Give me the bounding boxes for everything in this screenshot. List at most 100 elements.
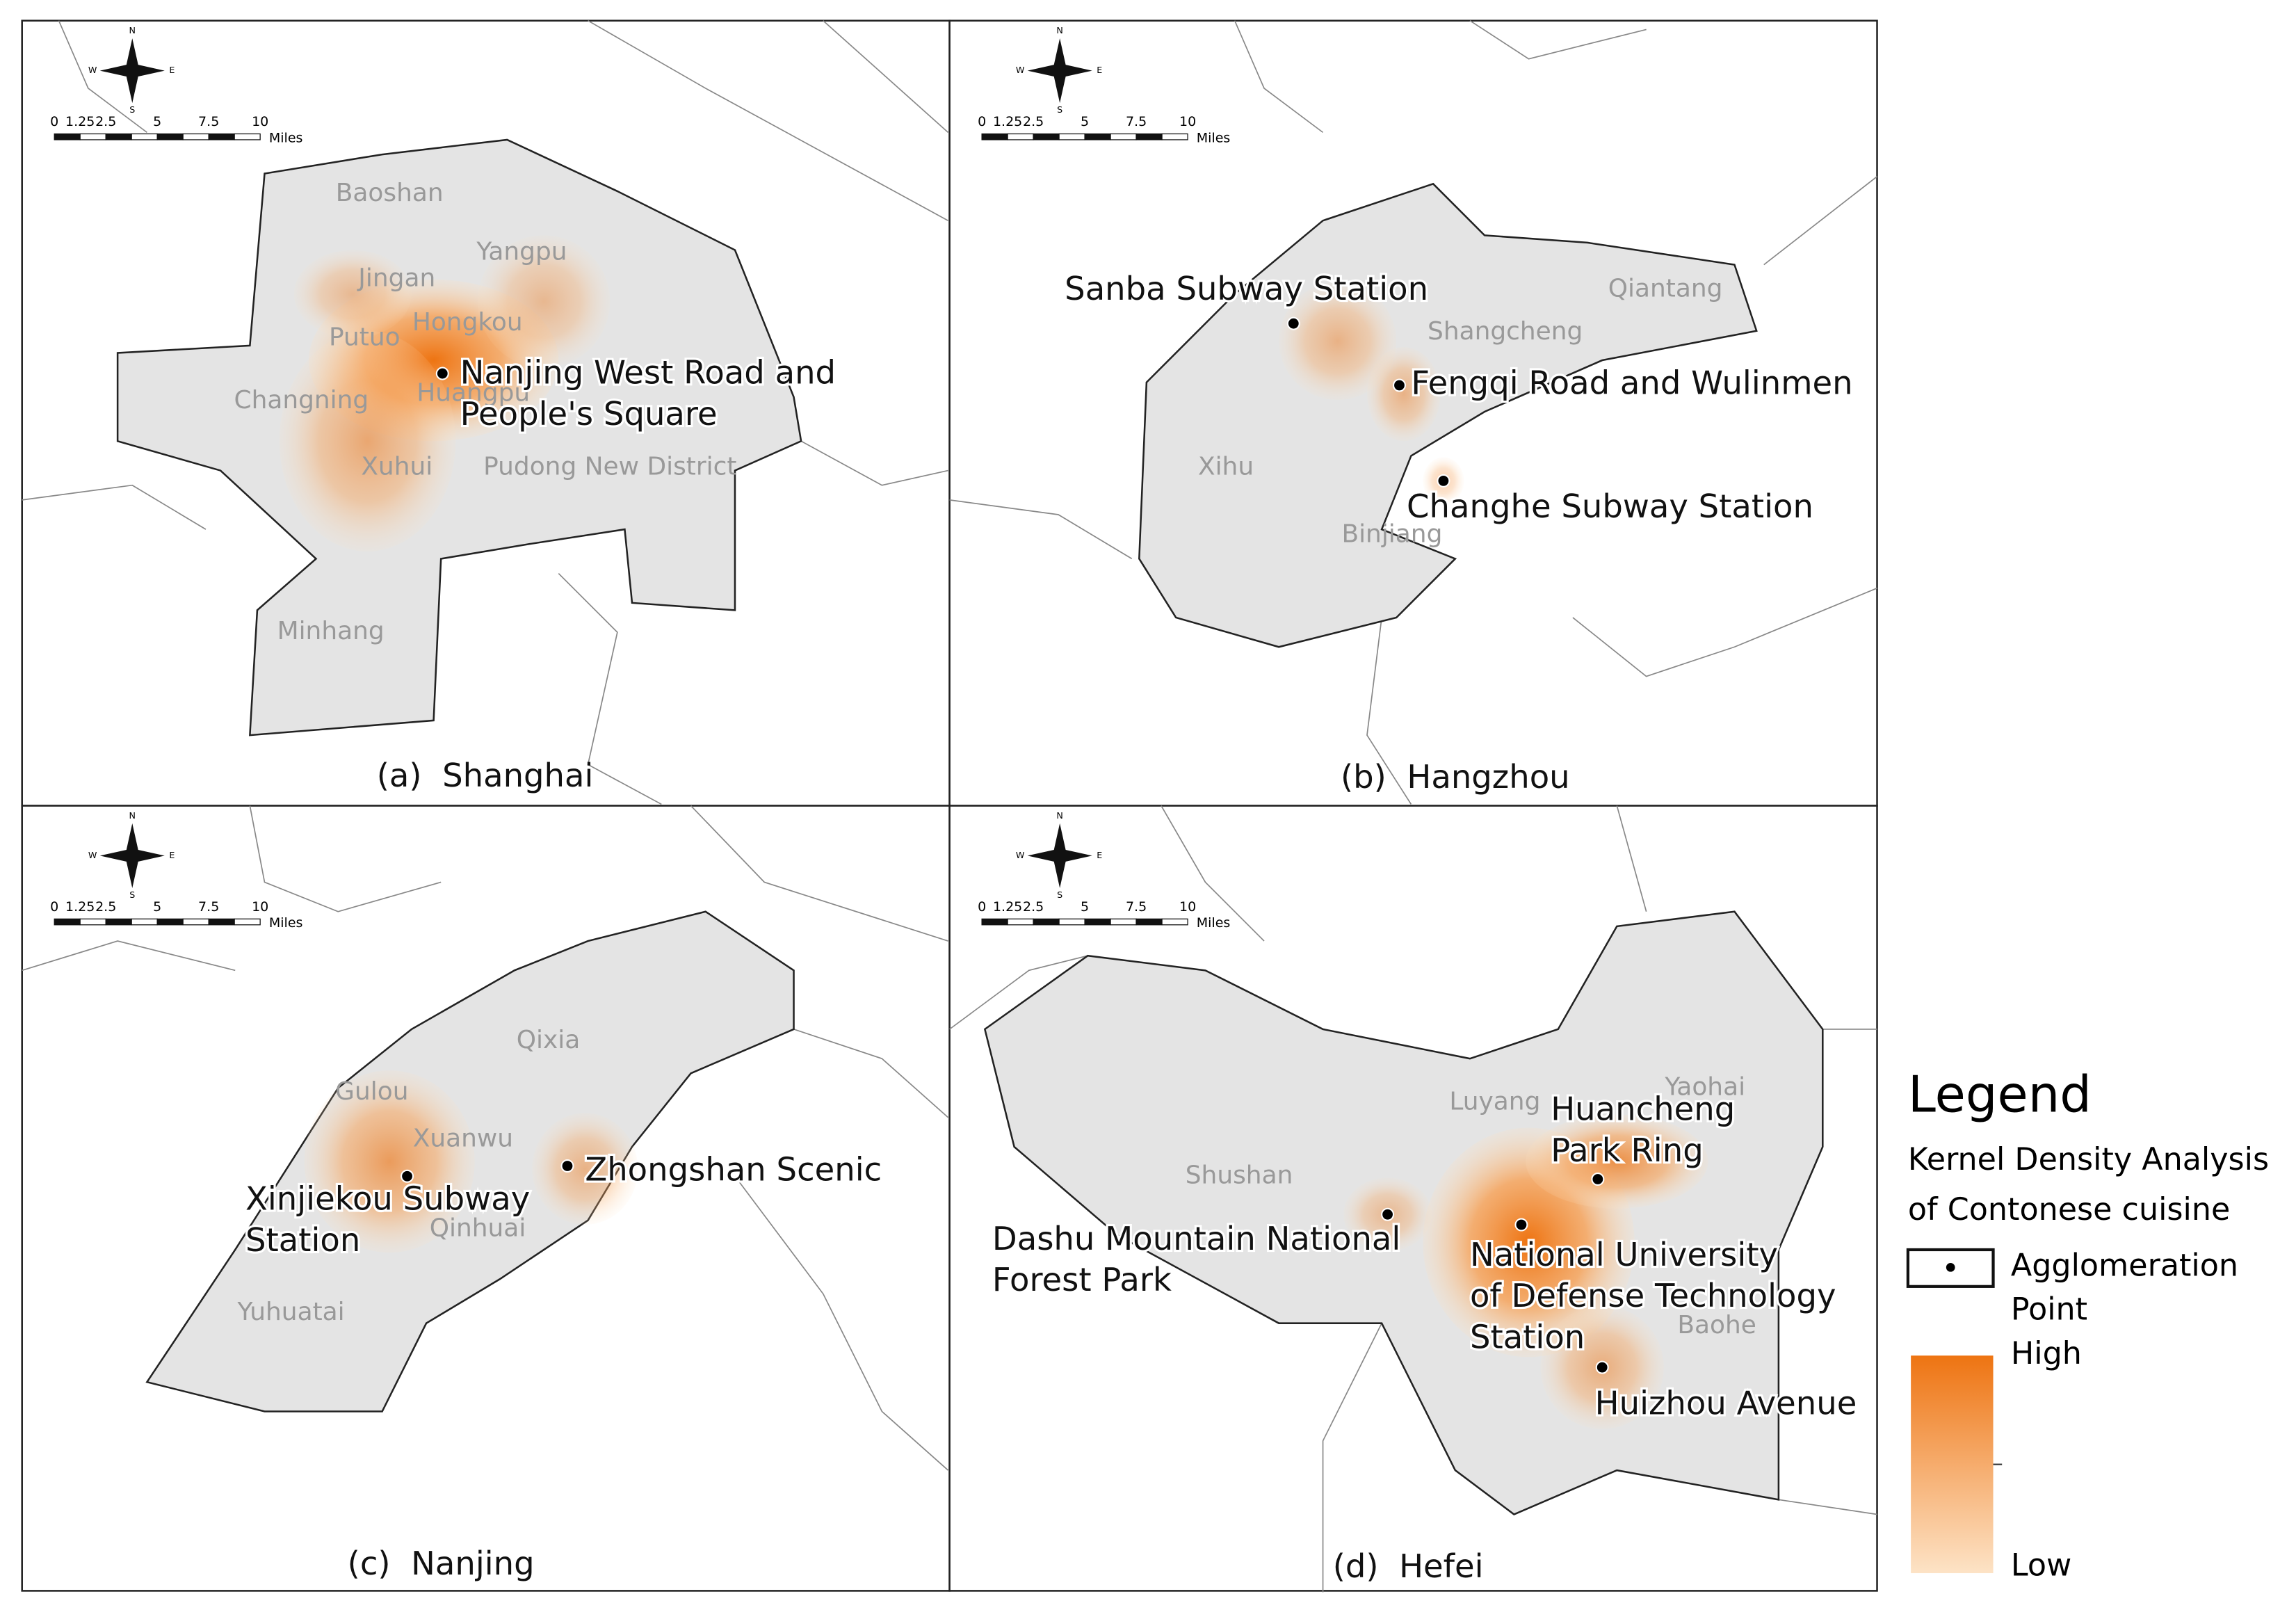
scale-label: 1.25 <box>993 114 1022 129</box>
scale-unit: Miles <box>269 915 303 931</box>
scale-bar <box>54 133 81 140</box>
scale-bar <box>1110 918 1137 926</box>
scale-label: 7.5 <box>1126 114 1147 129</box>
boundary-line <box>949 19 1878 805</box>
district-label: Yaohai <box>1664 1072 1745 1101</box>
compass-letter: E <box>1097 850 1102 860</box>
scale-unit: Miles <box>1197 130 1231 145</box>
scale-label: 1.25 <box>65 114 95 129</box>
scale-label: 10 <box>252 114 268 129</box>
point-label: of Defense Technology <box>1470 1277 1836 1314</box>
district-label: Shangcheng <box>1428 317 1583 346</box>
scale-bar <box>981 918 1008 926</box>
scale-bar <box>208 918 235 926</box>
panel-caption: (b) Hangzhou <box>1341 758 1570 796</box>
scale-bar <box>156 133 184 140</box>
district-label: Xuhui <box>361 452 432 481</box>
panel-caption: (d) Hefei <box>1333 1547 1484 1585</box>
agglomeration-point <box>1591 1172 1605 1186</box>
point-label: People's Square <box>460 395 718 433</box>
scale-label: 5 <box>1081 114 1089 129</box>
district-label: Changning <box>234 386 369 414</box>
point-label: Xinjiekou Subway <box>245 1180 530 1218</box>
district-label: Qiantang <box>1608 275 1723 303</box>
scale-bar <box>182 918 209 926</box>
boundary-line <box>22 805 949 1471</box>
panel-caption: (a) Shanghai <box>377 757 594 794</box>
legend-title: Legend <box>1908 1065 2092 1124</box>
density-area <box>304 1070 475 1253</box>
legend-point-label: Agglomeration <box>2011 1248 2238 1283</box>
scale-bar <box>1058 133 1085 140</box>
compass-rose <box>99 38 165 104</box>
agglomeration-point <box>1595 1360 1609 1374</box>
point-label: National University <box>1470 1236 1778 1273</box>
compass-letter: W <box>88 850 97 860</box>
scale-bar <box>105 133 132 140</box>
scale-label: 2.5 <box>1023 114 1044 129</box>
scale-bar <box>234 918 261 926</box>
district-label: Jingan <box>357 264 435 293</box>
compass-letter: S <box>1057 889 1062 900</box>
compass-letter: S <box>1057 104 1062 115</box>
density-area <box>532 1113 638 1225</box>
district-label: Minhang <box>277 617 385 645</box>
scale-label: 1.25 <box>65 899 95 915</box>
agglomeration-point <box>1381 1207 1395 1221</box>
scale-bar <box>54 918 81 926</box>
city-area <box>1138 182 1758 648</box>
scale-bar <box>79 918 106 926</box>
point-label: Dashu Mountain National <box>992 1220 1400 1257</box>
scale-label: 10 <box>252 899 268 915</box>
agglomeration-point <box>1514 1218 1528 1232</box>
scale-label: 0 <box>50 899 58 915</box>
density-area <box>293 250 412 339</box>
scale-bar <box>105 918 132 926</box>
district-label: Qinhuai <box>430 1214 526 1242</box>
scale-label: 2.5 <box>95 114 116 129</box>
scale-bar <box>1084 133 1111 140</box>
point-label: Fengqi Road and Wulinmen <box>1411 364 1852 401</box>
point-label: Zhongshan Scenic <box>585 1150 882 1188</box>
compass-letter: W <box>1016 65 1025 75</box>
scale-bar <box>1161 918 1188 926</box>
district-label: Shushan <box>1186 1161 1293 1189</box>
scale-bar <box>131 133 158 140</box>
scale-bar <box>234 133 261 140</box>
scale-bar <box>182 133 209 140</box>
compass-letter: S <box>129 104 135 115</box>
district-label: Hongkou <box>412 308 523 337</box>
density-area <box>279 330 456 552</box>
scale-label: 0 <box>978 114 986 129</box>
scale-label: 0 <box>978 899 986 915</box>
density-area <box>478 235 611 368</box>
compass-rose <box>99 823 165 888</box>
agglomeration-point <box>401 1169 414 1183</box>
legend-gradient <box>1911 1355 1994 1574</box>
district-label: Binjiang <box>1341 520 1442 549</box>
compass-letter: S <box>129 889 135 900</box>
scale-label: 7.5 <box>1126 899 1147 915</box>
scale-bar <box>156 918 184 926</box>
point-label: Park Ring <box>1551 1132 1704 1169</box>
district-label: Luyang <box>1449 1088 1540 1116</box>
agglomeration-point <box>560 1159 574 1173</box>
point-label: Huancheng <box>1551 1090 1735 1128</box>
point-label: Nanjing West Road and <box>460 354 836 392</box>
density-area <box>1279 282 1397 401</box>
compass-letter: E <box>169 850 175 860</box>
scale-bar <box>1033 133 1060 140</box>
scale-bar <box>1135 918 1163 926</box>
compass-rose <box>1027 823 1092 888</box>
compass-letter: W <box>88 65 97 75</box>
scale-bar <box>1161 133 1188 140</box>
boundary-line <box>22 19 949 805</box>
scale-bar <box>1058 918 1085 926</box>
point-label: Changhe Subway Station <box>1407 488 1813 525</box>
legend-low: Low <box>2011 1548 2071 1584</box>
panel-caption: (c) Nanjing <box>348 1545 535 1582</box>
scale-label: 1.25 <box>993 899 1022 915</box>
district-label: Pudong New District <box>483 452 736 481</box>
scale-bar <box>131 918 158 926</box>
